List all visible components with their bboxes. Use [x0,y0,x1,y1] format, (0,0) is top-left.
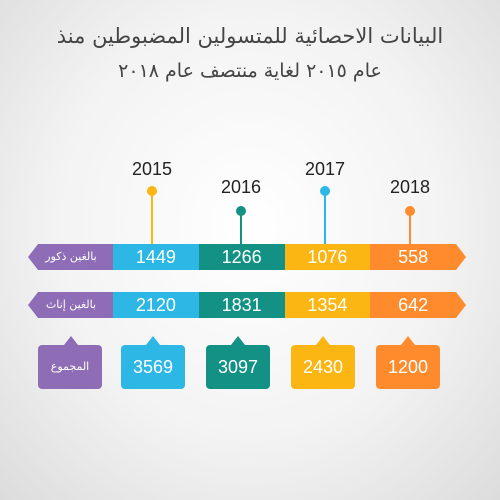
females-2017-cell: 1354 [284,292,371,318]
row-label-females: بالغين إناث [28,292,114,318]
marker-stem [151,189,153,245]
females-2015-cell: 2120 [113,292,199,318]
marker-dot [236,206,246,216]
females-2016-cell: 1831 [198,292,285,318]
year-label: 2015 [131,159,173,179]
year-label: 2017 [304,159,346,179]
males-band: 1449 1266 1076 558 [113,244,466,270]
marker-stem [409,210,411,245]
year-label: 2016 [220,177,262,197]
row-label-males: بالغين ذكور [28,244,114,270]
males-2015-cell: 1449 [113,244,199,270]
marker-dot [320,186,330,196]
marker-stem [324,189,326,245]
marker-stem [240,210,242,245]
total-label: المجموع [38,336,102,389]
males-2016-cell: 1266 [198,244,285,270]
title-line-1: البيانات الاحصائية للمتسولين المضبوطين م… [56,24,444,48]
females-2018-cell: 642 [370,292,456,318]
title-line-2: عام ٢٠١٥ لغاية منتصف عام ٢٠١٨ [118,60,382,82]
total-2016: 3097 [206,336,270,389]
females-band: 2120 1831 1354 642 [113,292,466,318]
year-label: 2018 [389,177,431,197]
males-2017-cell: 1076 [284,244,371,270]
males-2018-cell: 558 [370,244,456,270]
marker-dot [147,186,157,196]
marker-dot [405,206,415,216]
total-2018: 1200 [376,336,440,389]
total-2015: 3569 [121,336,185,389]
total-2017: 2430 [291,336,355,389]
